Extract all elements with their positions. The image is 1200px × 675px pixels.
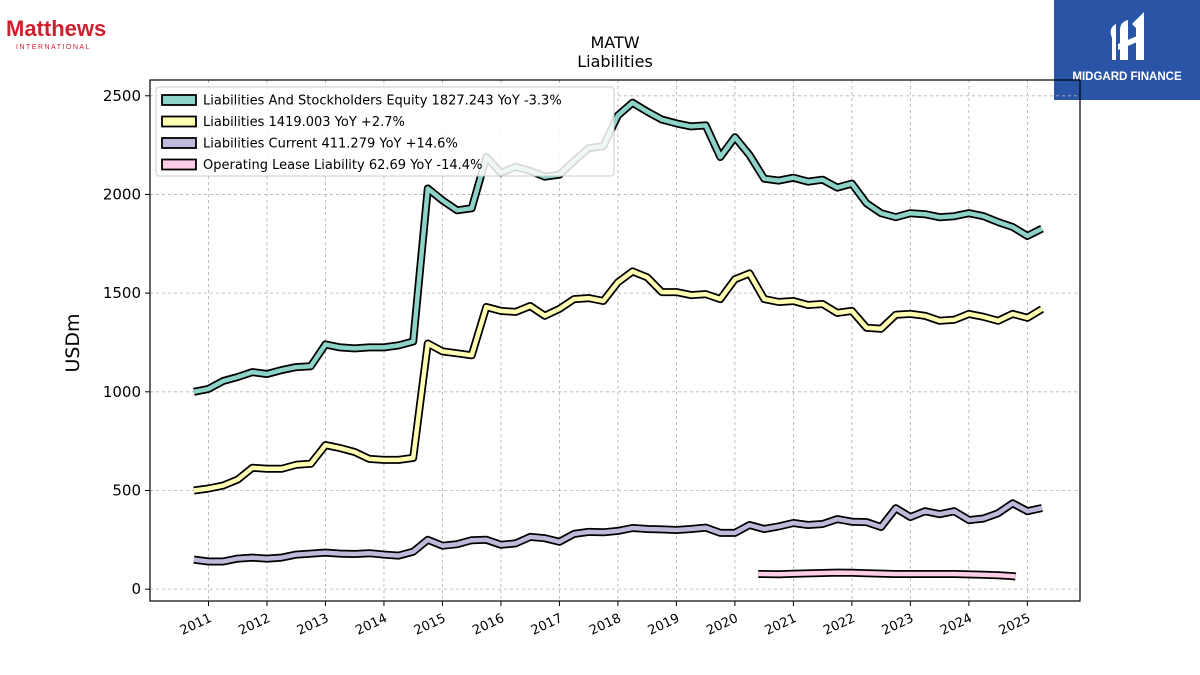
matthews-logo-name: Matthews <box>6 16 106 41</box>
legend-swatch <box>161 94 197 106</box>
x-tick-label: 2015 <box>412 611 448 639</box>
x-tick-label: 2019 <box>646 611 682 639</box>
x-tick-label: 2020 <box>704 611 740 639</box>
y-tick-label: 1000 <box>103 383 141 401</box>
y-axis-label: USDm <box>62 313 84 372</box>
x-tick-label: 2022 <box>821 611 857 639</box>
legend-item: Liabilities 1419.003 YoY +2.7% <box>161 115 405 130</box>
y-axis-ticks: 0 500 1000 1500 2000 2500 <box>103 87 150 598</box>
x-tick-label: 2017 <box>529 611 565 639</box>
series-line <box>193 501 1043 564</box>
x-tick-label: 2016 <box>470 611 506 639</box>
midgard-finance-name: MIDGARD FINANCE <box>1072 71 1182 83</box>
series-liabilities-current <box>193 499 1043 566</box>
legend-label: Liabilities 1419.003 YoY +2.7% <box>203 115 405 130</box>
y-tick-label: 500 <box>112 481 141 499</box>
x-tick-label: 2013 <box>295 611 331 639</box>
matthews-logo: Matthews INTERNATIONAL <box>6 16 106 51</box>
legend-box <box>155 86 615 177</box>
matthews-logo-subtitle: INTERNATIONAL <box>16 44 91 51</box>
series-liabilities-and-stockholders-equity <box>193 98 1044 396</box>
chart-title: MATW <box>590 33 639 52</box>
legend: Liabilities And Stockholders Equity 1827… <box>155 86 615 177</box>
chart-subtitle: Liabilities <box>577 52 653 71</box>
legend-item: Operating Lease Liability 62.69 YoY -14.… <box>161 158 482 173</box>
x-tick-label: 2024 <box>938 611 974 639</box>
legend-swatch <box>161 158 197 171</box>
legend-label: Liabilities And Stockholders Equity 1827… <box>203 94 562 109</box>
x-axis-ticks: 2011 2012 2013 2014 2015 2016 2017 2018 2019 2020… <box>178 601 1033 639</box>
legend-label: Liabilities Current 411.279 YoY +14.6% <box>203 137 458 152</box>
series-liabilities <box>193 267 1045 495</box>
series-line <box>193 100 1044 395</box>
legend-swatch <box>161 115 197 128</box>
plot-frame <box>149 79 1081 602</box>
legend-item: Liabilities Current 411.279 YoY +14.6% <box>161 137 458 152</box>
midgard-emblem-icon: MIDGARD FINANCE <box>1072 12 1182 83</box>
y-tick-label: 2500 <box>103 87 141 105</box>
series-line <box>193 269 1044 493</box>
y-tick-label: 0 <box>131 580 141 598</box>
y-tick-label: 1500 <box>103 284 141 302</box>
series-line <box>758 570 1016 579</box>
y-tick-label: 2000 <box>103 185 141 203</box>
series-operating-lease-liability <box>758 568 1017 581</box>
x-tick-label: 2012 <box>236 611 272 639</box>
x-tick-label: 2011 <box>178 611 214 639</box>
x-tick-label: 2025 <box>997 611 1033 639</box>
midgard-finance-logo: MIDGARD FINANCE <box>1054 0 1200 100</box>
series-lines <box>193 98 1045 581</box>
x-tick-label: 2018 <box>587 611 623 639</box>
x-tick-label: 2021 <box>763 611 799 639</box>
x-tick-label: 2014 <box>353 611 389 639</box>
legend-item: Liabilities And Stockholders Equity 1827… <box>161 94 562 109</box>
legend-label: Operating Lease Liability 62.69 YoY -14.… <box>203 158 482 173</box>
x-tick-label: 2023 <box>880 611 916 639</box>
legend-swatch <box>161 137 197 149</box>
